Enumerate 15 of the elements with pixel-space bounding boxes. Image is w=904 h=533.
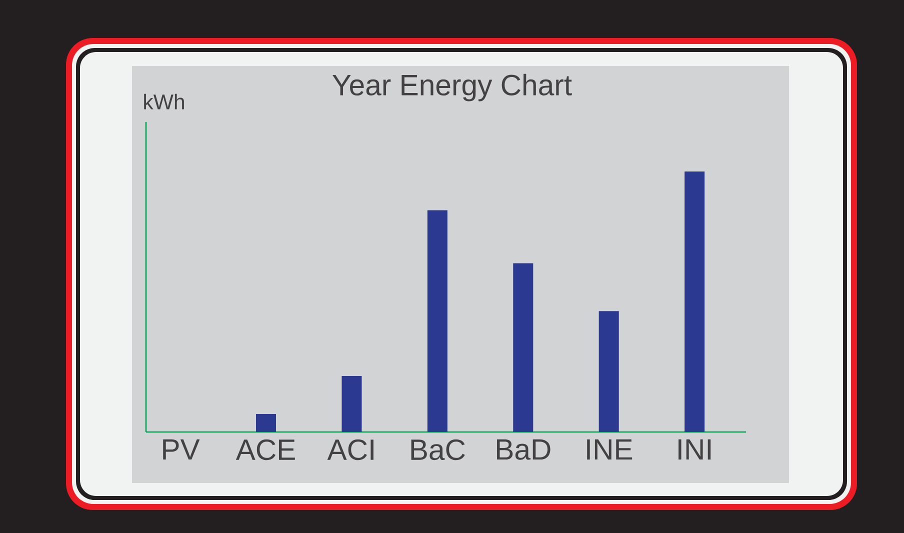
x-tick-label: INI: [678, 439, 711, 460]
bar: [598, 311, 619, 432]
x-tick-label: ACE: [236, 439, 295, 460]
bar: [342, 376, 362, 432]
bar: [684, 172, 705, 432]
y-axis-title: kWh: [144, 94, 184, 110]
bar: [513, 263, 534, 432]
bar: [427, 210, 448, 432]
x-tick-label: BaD: [497, 439, 550, 460]
x-tick-label: ACI: [327, 439, 374, 460]
chart-title: Year Energy Chart: [332, 74, 572, 102]
x-tick-label: PV: [163, 439, 200, 460]
x-tick-label: BaC: [411, 439, 465, 460]
bar: [256, 414, 276, 432]
x-tick-label: INE: [587, 439, 632, 460]
